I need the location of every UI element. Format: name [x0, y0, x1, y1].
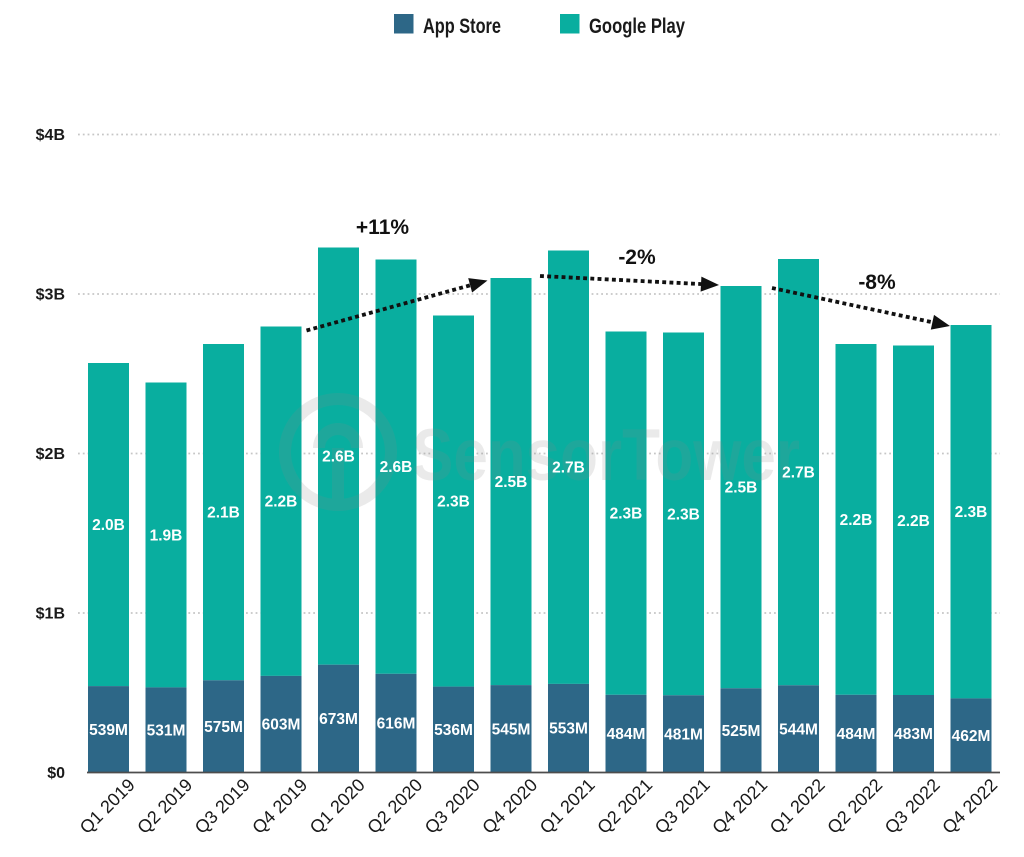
svg-text:603M: 603M — [262, 717, 301, 734]
svg-text:+11%: +11% — [356, 216, 409, 239]
svg-text:2.0B: 2.0B — [92, 517, 125, 534]
svg-text:1.9B: 1.9B — [150, 528, 183, 545]
svg-text:2.2B: 2.2B — [897, 513, 930, 530]
svg-text:-2%: -2% — [618, 246, 656, 269]
svg-text:531M: 531M — [147, 723, 186, 740]
svg-text:525M: 525M — [722, 723, 761, 740]
svg-text:$4B: $4B — [36, 127, 65, 144]
svg-text:2.3B: 2.3B — [667, 506, 700, 523]
svg-text:$3B: $3B — [36, 287, 65, 304]
svg-text:484M: 484M — [837, 726, 876, 743]
svg-text:673M: 673M — [319, 711, 358, 728]
svg-text:483M: 483M — [894, 726, 933, 743]
svg-text:484M: 484M — [607, 726, 646, 743]
svg-text:462M: 462M — [952, 728, 991, 745]
svg-text:2.3B: 2.3B — [437, 494, 470, 511]
svg-text:575M: 575M — [204, 719, 243, 736]
svg-text:SensorTower: SensorTower — [412, 415, 800, 496]
svg-text:539M: 539M — [89, 722, 128, 739]
svg-text:553M: 553M — [549, 721, 588, 738]
svg-text:$0: $0 — [47, 765, 65, 782]
svg-text:App Store: App Store — [423, 15, 501, 38]
svg-text:-8%: -8% — [858, 271, 896, 294]
svg-text:$2B: $2B — [36, 446, 65, 463]
svg-text:545M: 545M — [492, 721, 531, 738]
svg-text:2.3B: 2.3B — [610, 506, 643, 523]
svg-text:544M: 544M — [779, 721, 818, 738]
svg-text:2.3B: 2.3B — [955, 504, 988, 521]
svg-text:2.6B: 2.6B — [380, 459, 413, 476]
svg-text:2.7B: 2.7B — [782, 465, 815, 482]
svg-text:2.5B: 2.5B — [495, 474, 528, 491]
svg-text:2.2B: 2.2B — [265, 494, 298, 511]
svg-text:$1B: $1B — [36, 606, 65, 623]
svg-text:Google Play: Google Play — [589, 15, 685, 38]
svg-text:536M: 536M — [434, 722, 473, 739]
svg-text:2.5B: 2.5B — [725, 480, 758, 497]
svg-text:2.1B: 2.1B — [207, 505, 240, 522]
svg-text:2.2B: 2.2B — [840, 512, 873, 529]
svg-text:2.6B: 2.6B — [322, 449, 355, 466]
svg-text:616M: 616M — [377, 716, 416, 733]
svg-text:2.7B: 2.7B — [552, 460, 585, 477]
svg-text:481M: 481M — [664, 726, 703, 743]
